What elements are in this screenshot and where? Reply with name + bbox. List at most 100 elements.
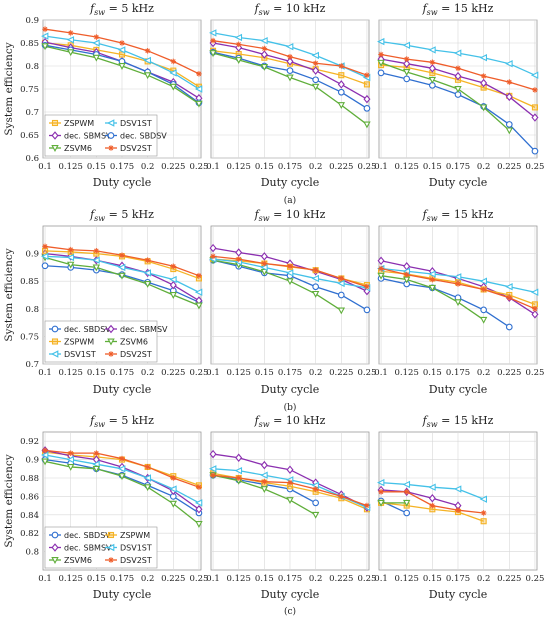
x-tick-label: 0.2 — [309, 574, 323, 584]
data-point — [143, 269, 151, 277]
x-tick-label: 0.225 — [497, 368, 521, 378]
data-point — [66, 49, 75, 57]
y-tick-label: 0.6 — [25, 154, 39, 164]
x-tick-label: 0.225 — [161, 368, 185, 378]
x-tick-label: 0.25 — [525, 368, 544, 378]
data-point — [505, 121, 513, 128]
legend-marker — [51, 531, 59, 539]
data-point — [532, 87, 538, 93]
panel-title: fsw = 10 kHz — [254, 2, 326, 17]
data-point — [428, 493, 436, 503]
data-point — [210, 253, 216, 260]
x-tick-label: 0.15 — [255, 162, 274, 172]
data-point — [337, 88, 345, 96]
series-dsv2st — [210, 472, 370, 509]
data-point — [363, 121, 371, 129]
data-point — [67, 246, 74, 253]
x-tick-label: 0.125 — [227, 162, 251, 172]
legend-marker — [50, 350, 59, 358]
legend-marker — [106, 119, 115, 127]
series-line — [380, 277, 510, 328]
x-tick-label: 0.1 — [38, 574, 52, 584]
data-point — [505, 323, 513, 331]
legend-entry-zspwm: ZSPWM — [49, 338, 94, 347]
data-point — [260, 63, 269, 71]
x-tick-label: 0.2 — [477, 368, 491, 378]
x-tick-label: 0.1 — [206, 368, 220, 378]
data-point — [479, 54, 487, 62]
data-point — [170, 58, 177, 65]
legend-label: dec. SBDSV — [64, 531, 111, 540]
data-point — [118, 51, 126, 58]
data-point — [377, 499, 385, 507]
x-axis-label: Duty cycle — [429, 588, 488, 601]
data-point — [429, 502, 436, 509]
x-tick-label: 0.15 — [255, 574, 274, 584]
series-dec-sbmsv — [377, 54, 539, 122]
panel-title: fsw = 5 kHz — [89, 2, 154, 17]
data-point — [260, 252, 268, 261]
data-point — [41, 32, 49, 40]
legend-entry-zspwm: ZSPWM — [105, 531, 150, 540]
data-point — [286, 74, 294, 82]
data-point — [480, 306, 487, 314]
data-point — [209, 243, 217, 253]
legend-box — [44, 320, 158, 363]
series-zsvm6 — [377, 499, 411, 507]
y-tick-label: 0.86 — [20, 492, 39, 502]
data-point — [532, 306, 538, 312]
x-axis-label: Duty cycle — [261, 588, 320, 601]
data-point — [480, 518, 487, 525]
x-axis-label: Duty cycle — [429, 176, 488, 189]
x-tick-label: 0.225 — [161, 574, 185, 584]
data-point — [454, 299, 462, 307]
data-point — [194, 288, 203, 296]
data-point — [117, 46, 126, 54]
data-point — [67, 30, 74, 36]
legend-label: ZSVM6 — [120, 338, 148, 347]
data-point — [143, 484, 152, 492]
data-point — [377, 272, 385, 280]
data-point — [209, 50, 217, 58]
data-point — [234, 466, 243, 475]
x-tick-label: 0.25 — [357, 368, 376, 378]
legend-label: DSV1ST — [120, 544, 152, 553]
legend-marker — [107, 338, 115, 346]
data-point — [209, 29, 217, 37]
data-point — [144, 48, 151, 54]
y-tick-label: 0.9 — [25, 16, 39, 26]
data-point — [169, 292, 178, 299]
legend-marker — [51, 543, 59, 552]
legend-entry-zsvm6: ZSVM6 — [105, 338, 148, 347]
data-point — [428, 483, 436, 491]
series-dsv2st — [210, 37, 370, 78]
data-point — [531, 104, 538, 111]
data-point — [235, 475, 242, 481]
legend-label: dec. SBDSV — [64, 325, 111, 334]
legend-box — [44, 114, 158, 157]
data-point — [312, 76, 319, 84]
data-point — [260, 37, 268, 45]
data-point — [428, 76, 437, 84]
data-point — [66, 253, 75, 262]
data-point — [428, 46, 436, 54]
data-point — [363, 104, 371, 112]
data-point — [119, 252, 125, 259]
series-dsv2st — [42, 447, 202, 490]
panel-c-2: 0.1 0.125 0.15 0.175 0.2 0.225 0.25 fsw = 10 kH… — [206, 414, 376, 601]
data-point — [196, 484, 202, 490]
data-point — [480, 78, 488, 88]
data-point — [311, 83, 320, 91]
data-point — [454, 86, 462, 93]
data-point — [428, 64, 436, 73]
x-axis-label: Duty cycle — [429, 383, 488, 396]
x-tick-label: 0.25 — [189, 368, 208, 378]
data-point — [196, 71, 202, 77]
panel-c-1: 0.8 0.82 0.84 0.86 0.88 0.9 0.92 0.1 0.125 0.15 0.… — [20, 414, 208, 601]
data-point — [505, 92, 513, 102]
panel-c-3: 0.1 0.125 0.15 0.175 0.2 0.225 0.25 fsw = 15 kH… — [374, 414, 544, 601]
panel-title: fsw = 5 kHz — [89, 414, 154, 429]
data-point — [143, 72, 152, 80]
legend-marker — [51, 145, 59, 152]
legend-entry-dec-sbmsv: dec. SBMSV — [49, 131, 112, 141]
